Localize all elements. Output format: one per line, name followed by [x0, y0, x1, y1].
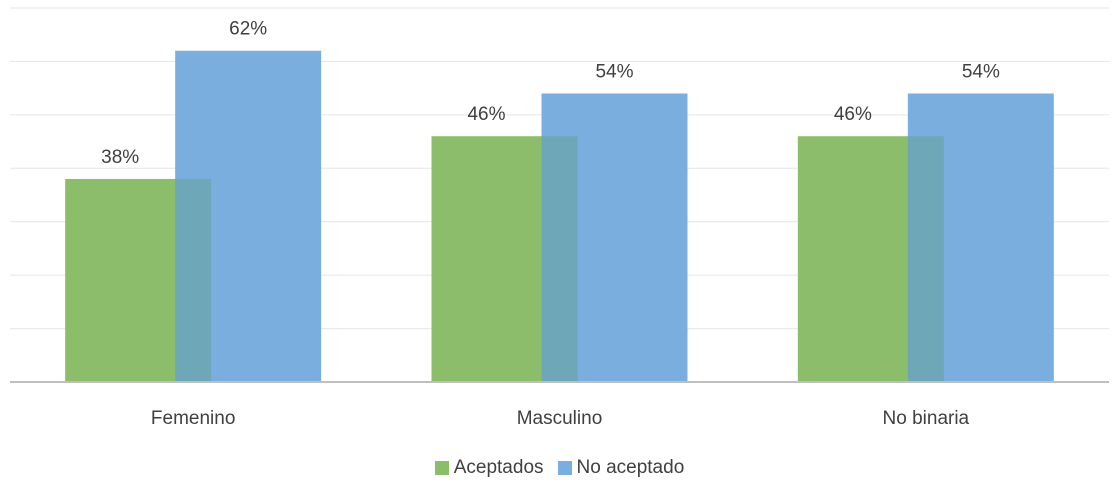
- plot-area: 38% 62% Femenino 46% 54% Masculino 46% 54% No bi…: [10, 7, 1109, 429]
- data-label: 46%: [467, 104, 505, 125]
- x-tick-label: Masculino: [517, 408, 603, 429]
- data-label: 54%: [595, 61, 633, 82]
- x-tick-label: No binaria: [883, 408, 970, 429]
- data-label: 62%: [229, 19, 267, 40]
- legend-label-no-aceptado: No aceptado: [576, 457, 685, 478]
- legend-item-aceptados[interactable]: Aceptados: [434, 457, 544, 479]
- legend-item-no-aceptado[interactable]: No aceptado: [557, 457, 685, 479]
- bar-overlap-0: [175, 178, 212, 382]
- data-label: 46%: [834, 104, 872, 125]
- x-tick-label: Femenino: [151, 408, 236, 429]
- legend-label-aceptados: Aceptados: [453, 457, 544, 478]
- legend: Aceptados No aceptado: [0, 455, 1119, 481]
- bar-overlap-2: [907, 136, 944, 382]
- data-label: 38%: [101, 147, 139, 168]
- legend-swatch-no-aceptado: [557, 461, 572, 475]
- legend-swatch-aceptados: [434, 461, 449, 475]
- bar-overlap-1: [541, 136, 578, 382]
- data-label: 54%: [962, 61, 1000, 82]
